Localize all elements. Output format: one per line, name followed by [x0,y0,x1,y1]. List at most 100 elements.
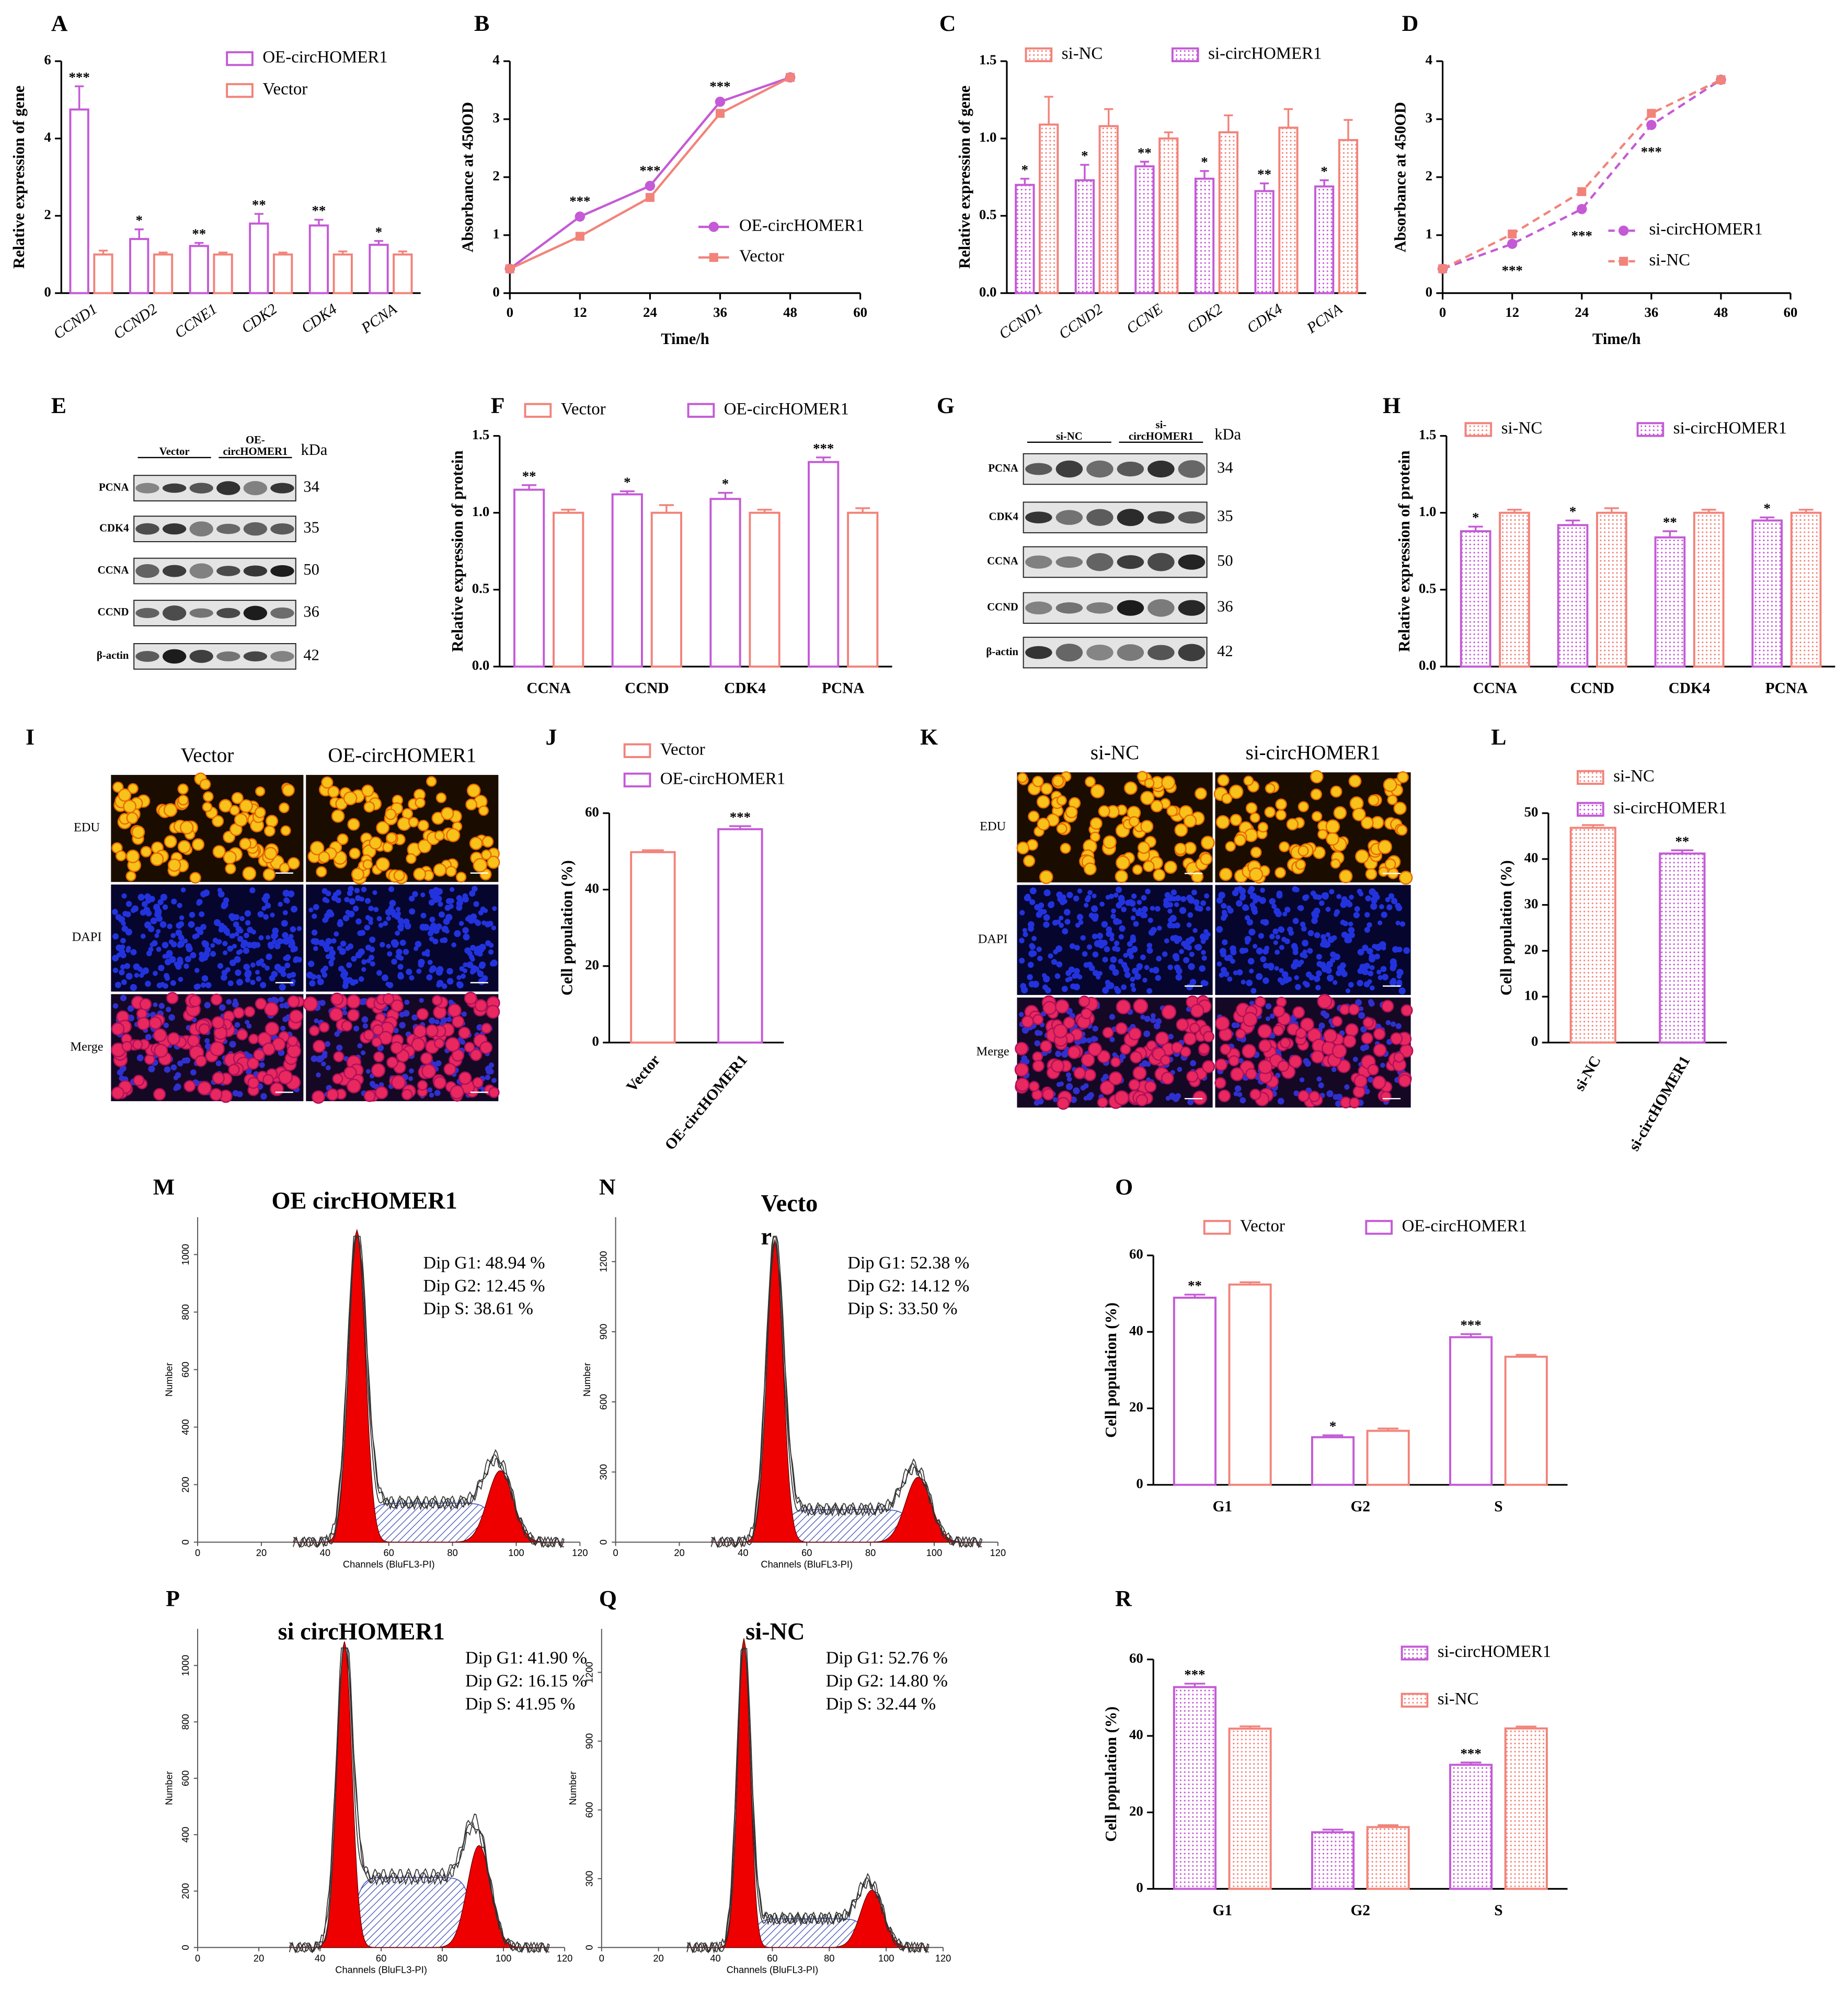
cell [1034,1040,1041,1047]
blot-band [1178,460,1206,478]
cell [264,847,278,860]
blot-band [1147,460,1175,478]
significance: * [1569,504,1576,519]
cell [1130,976,1135,982]
cell [355,918,362,925]
cell [369,1081,375,1087]
significance: ** [1188,1278,1202,1294]
blot-band [189,563,213,579]
cell [455,872,467,883]
cell [1032,1014,1044,1025]
cell [1348,774,1362,788]
cell [130,984,137,991]
cell [1340,901,1347,908]
cell [1069,943,1075,950]
panel-label: D [1402,11,1419,36]
cell [1373,1043,1387,1057]
image-tile [303,991,500,1104]
cell [1326,974,1334,982]
y-tick-label: 20 [1524,942,1539,957]
cell [1152,967,1160,974]
cell [1363,981,1370,988]
cell [1203,1031,1214,1043]
cell [1216,961,1222,967]
significance: *** [69,70,90,85]
cell [1323,1028,1338,1043]
cell [492,906,497,911]
cell [1345,1023,1359,1037]
cell [333,1051,345,1062]
y-tick-label: 2 [44,207,51,222]
cell [1257,1024,1272,1039]
x-tick-label: CCND2 [1056,301,1106,342]
kda-label: 34 [303,478,319,496]
row-label: β-actin [97,650,129,661]
cell [1248,886,1255,893]
cell [1127,941,1133,947]
kda-label: 36 [1217,598,1233,615]
cell [1130,982,1135,988]
cell [313,946,318,951]
cell [229,805,240,816]
cell [1037,817,1050,831]
panel-label: N [599,1174,616,1199]
cell [1367,947,1373,955]
cell [125,947,131,953]
cell [1031,935,1037,941]
bar [1693,511,1725,668]
cell [1398,871,1413,885]
cell [272,939,278,945]
g2-peak [289,1845,549,1948]
cell [1361,1032,1373,1045]
x-tick-label: 120 [557,1952,572,1963]
column-label: OE-circHOMER1 [328,744,476,767]
cell [119,969,125,976]
cell [1273,940,1278,945]
row-label: CCNA [98,565,129,576]
cell [255,786,266,797]
cell [1393,802,1407,815]
blot-band [270,607,294,619]
cell [1364,927,1370,933]
x-tick-label: CCND1 [996,301,1046,342]
cell [1028,980,1036,988]
cell [357,930,363,936]
cell [1195,787,1207,800]
cell [1316,954,1322,960]
y-tick-label: 1200 [598,1251,609,1273]
y-tick-label: 1 [1426,226,1432,242]
cell [1155,975,1161,981]
cell [1167,964,1173,970]
cell [125,973,133,980]
cell [1097,1096,1108,1108]
error-bar [158,251,168,255]
cell [1298,845,1309,856]
cell [1108,1071,1123,1085]
cell [1345,988,1351,993]
cell [426,974,433,981]
legend-swatch [623,743,651,758]
cell [1216,925,1223,933]
blot-strip [1023,636,1208,669]
row-label: CDK4 [99,522,129,534]
cell [1236,900,1243,907]
cell [352,906,359,912]
cell [420,892,426,898]
cell [1274,966,1279,971]
cell [283,956,288,961]
blot-band [1055,556,1083,568]
histogram-outline [687,1647,929,1953]
legend-swatch [524,403,552,418]
legend-label: si-NC [1062,44,1103,63]
cell [213,919,221,927]
cell [1048,901,1054,908]
cell [1346,937,1352,943]
cell [120,964,126,970]
cell [1060,898,1066,905]
y-tick-label: 2 [492,168,499,184]
cell [345,910,351,915]
cell [321,1061,326,1067]
cell [435,792,447,803]
unit-label: kDa [301,441,328,459]
cell [1233,1091,1238,1096]
